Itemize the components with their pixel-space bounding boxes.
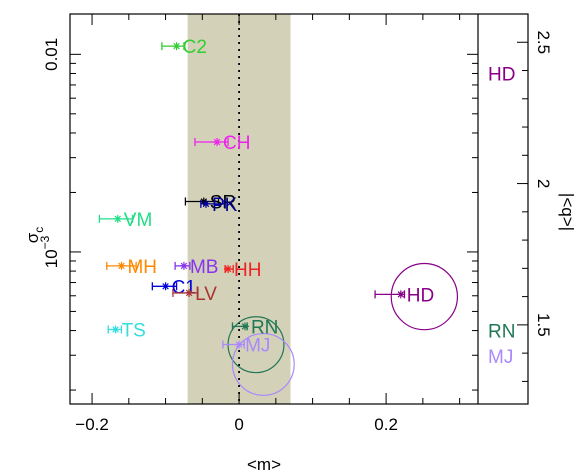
point-rn: RN [231,317,278,338]
right-label-rn: RN [488,322,515,343]
point-label-pk: PK [212,195,238,216]
point-label-lv: LV [195,284,217,305]
marker-lv [185,288,194,297]
marker-hh [224,264,233,273]
marker-rn [240,322,249,331]
point-ts: TS [107,321,146,342]
right-axis-label: |<q>| [558,193,577,231]
q-circles-layer [227,262,459,396]
plot-frame [69,13,529,405]
point-label-c2: C2 [183,37,207,58]
axis-labels-layer: <m> σc |<q>| [23,193,577,474]
right-side-labels-layer: HD RN MJ [488,64,515,368]
y-tick-label-base: 10 [42,249,61,268]
right-label-hd: HD [488,64,515,85]
point-vm: VM [98,210,153,231]
point-pk: PK [200,195,238,216]
point-label-ts: TS [122,321,146,342]
q-circle-hd [390,262,459,331]
marker-pk [202,199,210,208]
point-c2: C2 [161,37,207,58]
y-axis-label-main: σ [23,232,42,243]
y-tick-label: 0.01 [42,38,61,71]
point-lv: LV [172,284,217,305]
x-axis-label: <m> [247,455,281,474]
y-tick-label: 10−3 [38,235,61,268]
plot-frame-layer [69,13,529,405]
point-label-mj: MJ [245,336,270,357]
point-label-mh: MH [127,257,157,278]
point-label-ch: CH [223,133,250,154]
marker-mb [179,261,188,270]
point-mb: MB [174,257,219,278]
marker-c2 [172,42,181,51]
marker-ch [213,138,222,147]
marker-ts [111,325,120,334]
point-ch: CH [194,133,250,154]
point-label-mb: MB [190,257,219,278]
point-label-sr: SR [210,192,236,213]
right-label-mj: MJ [488,347,513,368]
point-label-hh: HH [234,260,261,281]
point-mj: MJ [222,336,270,357]
x-tick-label: 0.2 [374,415,398,434]
point-label-vm: VM [124,210,153,231]
point-mh: MH [106,257,157,278]
right-tick-label: 1.5 [534,313,553,337]
ticks-layer: −0.2 0 0.2 0.01 10−3 1.5 2 2.5 [38,14,553,434]
right-tick-label: 2 [534,179,553,188]
x-tick-label: −0.2 [75,415,109,434]
point-hh: HH [224,260,262,281]
marker-mh [117,261,126,270]
marker-mj [235,340,244,349]
point-label-hd: HD [407,285,434,306]
y-tick-label-exponent: −3 [38,235,52,249]
right-tick-label: 2.5 [534,30,553,54]
y-axis-label-subscript: c [32,227,46,233]
point-label-rn: RN [251,317,278,338]
q-circle-mj [231,332,295,396]
point-label-c1: C1 [172,277,196,298]
marker-c1 [161,282,170,291]
marker-hd [396,290,405,299]
marker-vm [113,214,122,223]
point-hd: HD [374,285,434,306]
x-tick-label: 0 [234,415,243,434]
y-axis-label: σc [23,227,46,244]
